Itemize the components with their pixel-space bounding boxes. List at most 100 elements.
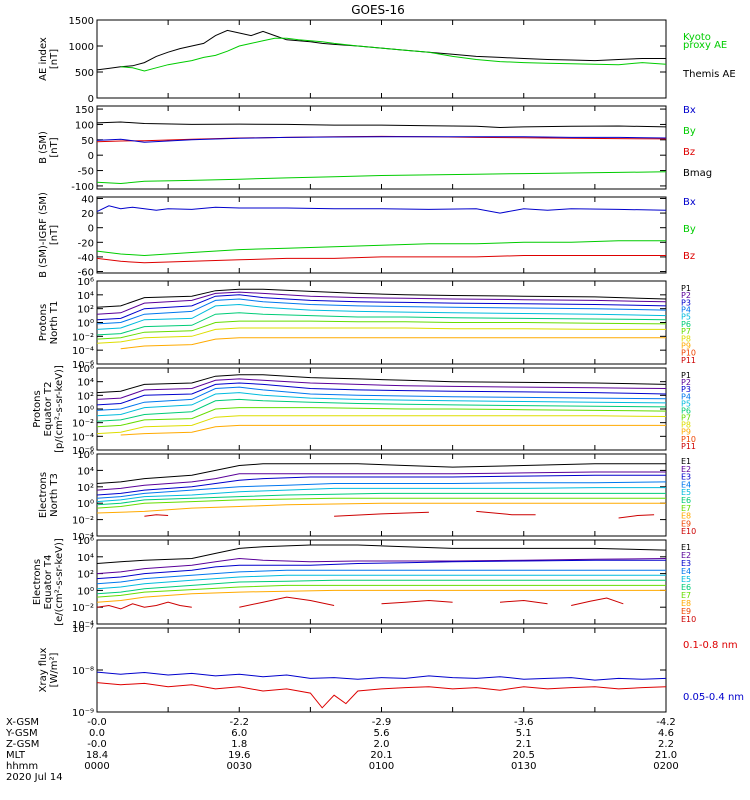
series-line bbox=[97, 471, 666, 491]
legend-entry: proxy AE bbox=[683, 40, 727, 51]
series-line bbox=[97, 121, 666, 129]
y-tick-label: 10⁴ bbox=[77, 466, 94, 477]
axis-row-value: 2.1 bbox=[516, 739, 532, 750]
y-tick-label: 10⁰ bbox=[77, 405, 94, 416]
series-line bbox=[97, 584, 666, 598]
axis-row-value: 20.1 bbox=[370, 750, 392, 761]
series-line bbox=[97, 574, 666, 590]
y-tick-label: 10⁻⁴ bbox=[72, 432, 94, 443]
date-label: 2020 Jul 14 bbox=[6, 772, 63, 783]
legend-entry: E7 bbox=[681, 504, 691, 513]
legend-entry: P6 bbox=[681, 406, 691, 415]
legend-entry: P9 bbox=[681, 341, 691, 350]
axis-row-value: 2.0 bbox=[374, 739, 390, 750]
y-tick-label: 10² bbox=[77, 570, 94, 581]
series-line bbox=[239, 596, 335, 608]
legend-entry: By bbox=[683, 224, 696, 235]
y-axis-label: [p/(cm²-s-sr-keV)] bbox=[54, 365, 65, 453]
axis-row-value: 0200 bbox=[653, 761, 678, 772]
y-tick-label: 10² bbox=[77, 391, 94, 402]
axis-row-value: -0.0 bbox=[87, 739, 107, 750]
series-line bbox=[97, 382, 666, 406]
y-tick-label: 50 bbox=[81, 136, 94, 147]
legend-entry: P1 bbox=[681, 284, 691, 293]
legend-entry: E3 bbox=[681, 473, 691, 482]
series-line bbox=[97, 407, 666, 428]
series-line bbox=[97, 392, 666, 417]
series-line bbox=[97, 569, 666, 585]
y-tick-label: -60 bbox=[78, 268, 94, 279]
y-tick-label: 10⁻⁷ bbox=[72, 624, 94, 635]
legend-entry: P7 bbox=[681, 327, 691, 336]
y-tick-label: 10⁶ bbox=[77, 450, 94, 461]
legend-entry: E3 bbox=[681, 559, 691, 568]
series-line bbox=[97, 294, 666, 321]
series-line bbox=[97, 288, 666, 308]
panel-7: 10⁻⁴ 10⁻² 10⁰ 10² 10⁴ 10⁶ Electrons Equator T4[… bbox=[32, 536, 696, 631]
legend-entry: By bbox=[683, 126, 696, 137]
series-line bbox=[97, 29, 666, 71]
series-line bbox=[97, 481, 666, 499]
y-tick-label: 500 bbox=[75, 68, 94, 79]
y-axis-label: [nT] bbox=[49, 49, 60, 69]
axis-row-value: 2.2 bbox=[658, 739, 674, 750]
panel-frame bbox=[96, 627, 667, 713]
axis-row-value: 0100 bbox=[369, 761, 394, 772]
y-tick-label: 100 bbox=[75, 120, 94, 131]
y-tick-label: 10⁰ bbox=[77, 499, 94, 510]
y-axis-label: B (SM)-IGRF (SM) bbox=[38, 192, 49, 278]
legend-entry: E9 bbox=[681, 519, 691, 528]
series-line bbox=[120, 424, 666, 436]
axis-row-label: hhmm bbox=[6, 761, 38, 772]
axis-row-label: Z-GSM bbox=[6, 739, 39, 750]
legend-entry: P2 bbox=[681, 291, 691, 300]
y-tick-label: 10⁻⁴ bbox=[72, 346, 94, 357]
y-tick-label: -20 bbox=[78, 238, 94, 249]
series-line bbox=[97, 559, 666, 580]
legend-entry: 0.1-0.8 nm bbox=[683, 640, 738, 651]
series-line bbox=[97, 378, 666, 400]
legend-entry: Themis AE bbox=[682, 69, 736, 80]
series-line bbox=[97, 136, 666, 143]
y-tick-label: -50 bbox=[78, 167, 94, 178]
panel-5: 10⁻⁶ 10⁻⁴ 10⁻² 10⁰ 10² 10⁴ 10⁶ Protons Equator T… bbox=[32, 364, 696, 457]
series-line bbox=[97, 682, 666, 709]
y-tick-label: 10⁻⁴ bbox=[72, 532, 94, 543]
legend-entry: P10 bbox=[681, 349, 696, 358]
panel-frame bbox=[96, 539, 667, 625]
axis-row-value: 5.1 bbox=[516, 728, 532, 739]
series-line bbox=[618, 514, 655, 519]
y-tick-label: 10⁻⁶ bbox=[72, 446, 94, 457]
y-axis-label: [nT] bbox=[49, 225, 60, 245]
axis-row-value: 5.6 bbox=[374, 728, 390, 739]
legend-entry: Bx bbox=[683, 105, 696, 116]
series-line bbox=[571, 597, 624, 606]
chart-title: GOES-16 bbox=[351, 3, 405, 17]
y-tick-label: 10⁻⁸ bbox=[72, 666, 94, 677]
y-axis-label: North T1 bbox=[49, 301, 60, 345]
y-axis-label: Electrons bbox=[32, 559, 43, 605]
series-line bbox=[97, 502, 666, 514]
y-axis-label: AE index bbox=[38, 37, 49, 81]
legend-entry: E6 bbox=[681, 496, 691, 505]
legend-entry: E9 bbox=[681, 607, 691, 616]
y-tick-label: 10⁴ bbox=[77, 378, 94, 389]
series-line bbox=[97, 474, 666, 496]
y-tick-label: 10⁻⁴ bbox=[72, 620, 94, 631]
series-line bbox=[499, 599, 548, 605]
legend-entry: E10 bbox=[681, 527, 696, 536]
y-tick-label: 10⁶ bbox=[77, 277, 94, 288]
series-line bbox=[97, 374, 666, 394]
legend-entry: P1 bbox=[681, 371, 691, 380]
series-line bbox=[97, 312, 666, 336]
legend-entry: E1 bbox=[681, 543, 691, 552]
y-tick-label: 20 bbox=[81, 209, 94, 220]
legend-entry: P5 bbox=[681, 399, 691, 408]
y-axis-label: [e/(cm²-s-sr-keV)] bbox=[54, 538, 65, 626]
y-tick-label: 10⁻² bbox=[72, 419, 94, 430]
